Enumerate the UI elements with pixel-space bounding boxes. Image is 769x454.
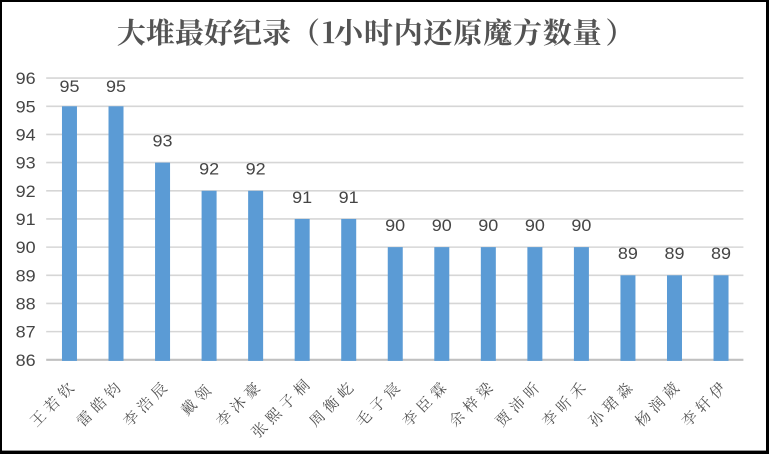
svg-text:89: 89 (711, 245, 731, 263)
svg-text:89: 89 (618, 245, 638, 263)
svg-text:91: 91 (339, 189, 359, 207)
svg-text:93: 93 (153, 132, 173, 150)
svg-text:91: 91 (292, 189, 312, 207)
svg-text:92: 92 (16, 183, 36, 201)
svg-text:87: 87 (16, 324, 36, 342)
svg-text:90: 90 (525, 217, 545, 235)
svg-text:90: 90 (571, 217, 591, 235)
svg-text:94: 94 (16, 126, 36, 144)
svg-text:92: 92 (246, 161, 266, 179)
svg-text:96: 96 (16, 70, 36, 88)
svg-text:92: 92 (199, 161, 219, 179)
svg-text:95: 95 (60, 78, 80, 96)
svg-text:88: 88 (16, 296, 36, 314)
svg-text:90: 90 (478, 217, 498, 235)
svg-text:90: 90 (16, 239, 36, 257)
svg-text:91: 91 (16, 211, 36, 229)
svg-text:89: 89 (665, 245, 685, 263)
svg-text:93: 93 (16, 155, 36, 173)
svg-text:86: 86 (16, 352, 36, 370)
svg-text:90: 90 (385, 217, 405, 235)
svg-text:95: 95 (106, 78, 126, 96)
svg-text:89: 89 (16, 267, 36, 285)
svg-text:95: 95 (16, 98, 36, 116)
svg-text:90: 90 (432, 217, 452, 235)
